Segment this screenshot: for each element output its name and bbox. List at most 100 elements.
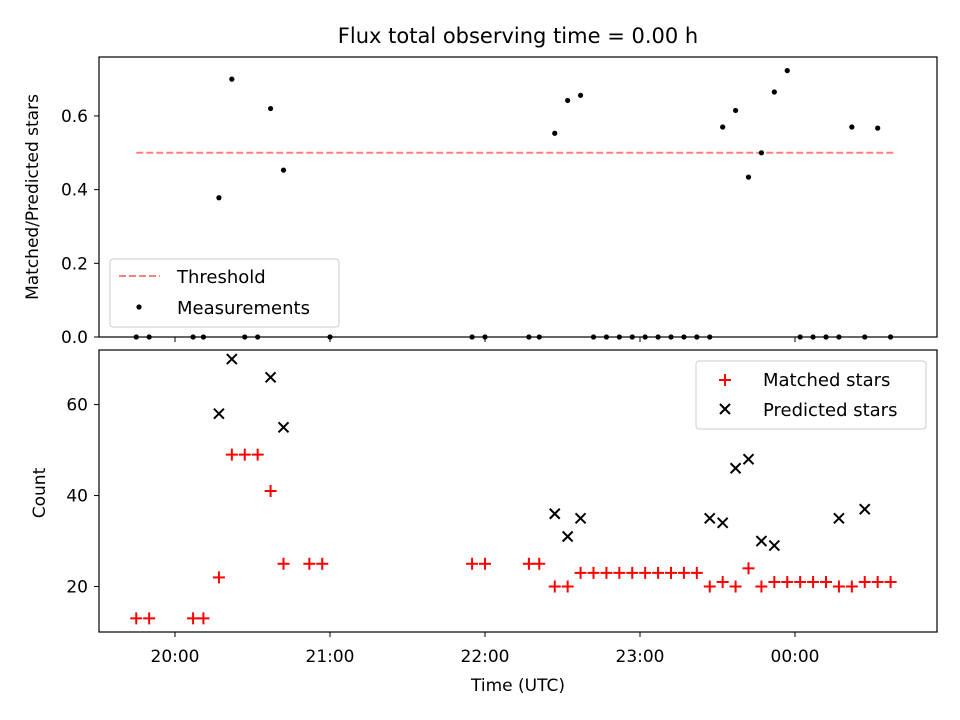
- top-plot-area: 0.0 0.2 0.4 0.6: [61, 68, 896, 348]
- matched-star-point: [479, 557, 491, 570]
- top-y-tick-label: 0.0: [61, 328, 88, 348]
- predicted-star-point: [574, 512, 587, 524]
- matched-star-point: [533, 557, 546, 570]
- measurement-point: [745, 174, 752, 180]
- matched-star-point: [600, 566, 613, 579]
- matched-star-point: [316, 557, 329, 570]
- bottom-panel: 20 40 60 20:00 21:00 22:00 23:00 00:00 Count Ti…: [30, 349, 938, 696]
- matched-star-point: [665, 566, 677, 579]
- predicted-star-point: [729, 462, 742, 474]
- x-tick-label: 23:00: [616, 647, 665, 667]
- bottom-axes-frame: [98, 349, 938, 633]
- measurement-point: [267, 105, 274, 112]
- matched-star-point: [858, 575, 871, 588]
- matched-star-point: [143, 612, 156, 625]
- matched-star-point: [781, 575, 794, 588]
- matched-star-point: [652, 566, 665, 579]
- measurement-point: [849, 124, 855, 130]
- top-legend-box: [109, 258, 340, 328]
- predicted-star-point: [859, 503, 871, 515]
- x-axis-label: Time (UTC): [470, 676, 565, 696]
- measurements-legend-swatch: [136, 304, 142, 310]
- matched-star-point: [716, 575, 729, 588]
- matched-star-point: [303, 557, 316, 570]
- matched-star-point: [264, 485, 277, 497]
- matched-star-point: [703, 580, 716, 593]
- matched-star-point: [768, 575, 781, 588]
- bottom-y-axis-label: Count: [30, 467, 50, 518]
- x-tick-label: 20:00: [151, 647, 200, 667]
- matched-star-point: [187, 612, 200, 625]
- matched-star-point: [522, 557, 535, 570]
- predicted-star-point: [226, 353, 238, 365]
- measurement-point: [216, 195, 222, 201]
- matched-star-point: [832, 580, 845, 593]
- matched-star-point: [197, 612, 210, 625]
- threshold-legend-label: Threshold: [176, 267, 266, 288]
- bottom-legend: Matched stars Predicted stars: [695, 360, 927, 430]
- matched-star-point: [690, 566, 703, 579]
- matched-star-point: [729, 580, 742, 593]
- matched-star-point: [238, 448, 251, 461]
- bottom-y-tick-label: 60: [66, 396, 88, 416]
- top-y-tick-label: 0.6: [61, 107, 88, 127]
- matched-star-point: [251, 448, 264, 461]
- top-y-tick-label: 0.2: [61, 254, 88, 274]
- matched-star-point: [130, 612, 143, 625]
- matched-star-point: [755, 580, 768, 593]
- top-panel: Flux total observing time = 0.00 h 0.00.…: [23, 24, 938, 348]
- bottom-y-tick-label: 40: [66, 487, 88, 507]
- bottom-y-tick-label: 20: [66, 578, 88, 598]
- matched-star-point: [626, 566, 639, 579]
- matched-star-point: [212, 571, 225, 584]
- matched-star-point: [742, 562, 755, 575]
- matched-legend-swatch: [719, 374, 731, 386]
- matched-star-point: [677, 566, 690, 579]
- measurement-point: [229, 76, 235, 82]
- predicted-star-point: [755, 535, 768, 547]
- predicted-star-point: [716, 517, 729, 529]
- matched-star-point: [548, 580, 561, 593]
- x-tick-label: 21:00: [306, 647, 355, 667]
- matched-star-point: [574, 566, 587, 579]
- matched-star-point: [807, 575, 820, 588]
- matched-star-point: [820, 575, 832, 588]
- measurement-point: [577, 92, 584, 98]
- measurement-point: [732, 107, 739, 114]
- chart-title: Flux total observing time = 0.00 h: [338, 24, 698, 48]
- measurements-legend-label: Measurements: [177, 298, 310, 319]
- predicted-star-point: [833, 512, 845, 524]
- measurement-point: [720, 124, 726, 130]
- matched-star-point: [871, 575, 884, 588]
- matched-star-point: [277, 557, 290, 570]
- matched-legend-label: Matched stars: [763, 370, 890, 391]
- measurement-point: [771, 89, 777, 95]
- bottom-plot-area: 20 40 60 20:00 21:00 22:00 23:00 00:00: [66, 353, 897, 667]
- predicted-star-point: [213, 407, 225, 420]
- x-tick-label: 00:00: [771, 647, 820, 667]
- predicted-star-point: [264, 371, 277, 383]
- measurement-point: [875, 125, 881, 131]
- matched-star-point: [587, 566, 600, 579]
- measurement-point: [758, 150, 765, 156]
- predicted-star-point: [742, 453, 755, 465]
- measurement-point: [552, 130, 558, 136]
- matched-star-point: [225, 448, 238, 461]
- measurement-point: [784, 68, 790, 74]
- matched-star-point: [884, 575, 897, 588]
- top-axes-frame: [98, 56, 938, 338]
- predicted-star-point: [561, 530, 574, 543]
- top-y-tick-label: 0.4: [61, 181, 88, 201]
- predicted-legend-swatch: [719, 403, 731, 415]
- top-legend: Threshold Measurements: [109, 258, 340, 328]
- predicted-star-point: [549, 508, 561, 520]
- matched-star-point: [639, 566, 652, 579]
- predicted-star-point: [277, 421, 290, 434]
- matched-star-point: [561, 580, 574, 593]
- top-y-axis-label: Matched/Predicted stars: [23, 94, 43, 300]
- predicted-star-point: [768, 539, 781, 552]
- matched-star-point: [794, 575, 807, 588]
- measurement-point: [280, 167, 287, 173]
- matched-star-point: [845, 580, 858, 593]
